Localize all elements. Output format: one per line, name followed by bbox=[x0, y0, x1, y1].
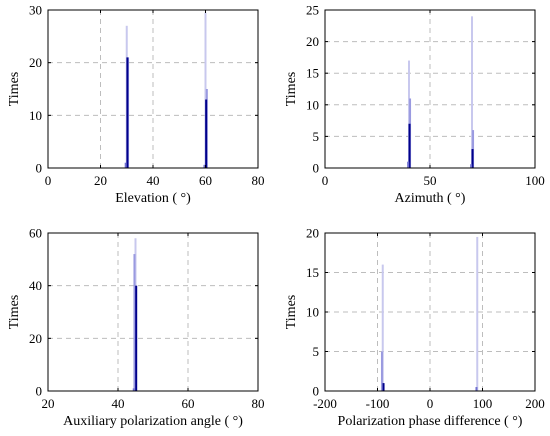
bar-series-1-2 bbox=[204, 12, 207, 169]
y-tick-label: 40 bbox=[29, 278, 42, 293]
plot-area bbox=[325, 10, 535, 168]
bar-series-4-1 bbox=[475, 387, 478, 391]
bar-series-3-1 bbox=[382, 383, 385, 391]
plot-area bbox=[48, 10, 258, 168]
y-tick-label: 30 bbox=[29, 3, 42, 18]
x-tick-label: 80 bbox=[252, 396, 265, 411]
bar-series-3-1 bbox=[408, 123, 411, 168]
x-axis-label: Auxiliary polarization angle ( °) bbox=[63, 414, 243, 429]
bar-series-4-1 bbox=[124, 162, 127, 168]
bar-series-1-2 bbox=[476, 236, 479, 391]
bar-series-1-1 bbox=[381, 264, 384, 391]
y-tick-label: 10 bbox=[306, 305, 319, 320]
y-tick-label: 25 bbox=[306, 3, 319, 18]
bar-series-4-1 bbox=[407, 161, 410, 168]
x-tick-label: -200 bbox=[313, 396, 337, 411]
x-tick-label: 0 bbox=[45, 173, 52, 188]
bar-series-3-2 bbox=[471, 149, 474, 168]
bar-series-4-2 bbox=[470, 164, 473, 168]
x-tick-label: 0 bbox=[322, 173, 329, 188]
chart-panel-4: -200 -100 0 100 200 0 5 10 15 20 Polarization phas… bbox=[284, 226, 545, 430]
bar-series-3-1 bbox=[135, 285, 138, 391]
axes-frame bbox=[47, 232, 259, 392]
y-tick-label: 0 bbox=[36, 161, 43, 176]
y-tick-label: 5 bbox=[313, 129, 320, 144]
y-tick-label: 0 bbox=[313, 384, 320, 399]
bar-series-2-1 bbox=[380, 351, 383, 391]
plot-area bbox=[48, 233, 258, 391]
x-tick-label: 0 bbox=[427, 396, 434, 411]
y-tick-label: 20 bbox=[29, 331, 42, 346]
y-tick-label: 20 bbox=[306, 34, 319, 49]
x-tick-label: -100 bbox=[366, 396, 390, 411]
y-tick-label: 20 bbox=[29, 55, 42, 70]
x-tick-label: 80 bbox=[252, 173, 265, 188]
x-tick-label: 100 bbox=[473, 396, 493, 411]
y-tick-label: 0 bbox=[313, 161, 320, 176]
chart-panel-1: 0 20 40 60 80 0 10 20 30 Elevation ( °) Times bbox=[7, 3, 265, 207]
bar-series-1-2 bbox=[471, 16, 473, 168]
x-tick-label: 100 bbox=[525, 173, 545, 188]
y-tick-label: 60 bbox=[29, 226, 42, 241]
bar-series-3-2 bbox=[205, 99, 208, 168]
y-tick-label: 0 bbox=[36, 384, 43, 399]
x-tick-label: 60 bbox=[182, 396, 195, 411]
bar-series-1-1 bbox=[408, 60, 410, 169]
x-tick-label: 20 bbox=[94, 173, 107, 188]
x-axis-label: Polarization phase difference ( °) bbox=[338, 414, 523, 429]
y-tick-label: 10 bbox=[306, 97, 319, 112]
x-tick-label: 40 bbox=[112, 396, 125, 411]
chart-panel-2: 0 50 100 0 5 10 15 20 25 Azimuth ( °) Times bbox=[284, 3, 545, 207]
y-tick-label: 15 bbox=[306, 66, 319, 81]
x-tick-label: 200 bbox=[525, 396, 545, 411]
y-axis-label: Times bbox=[7, 72, 22, 107]
y-tick-label: 5 bbox=[313, 344, 320, 359]
bar-series-4-1 bbox=[132, 388, 135, 391]
y-axis-label: Times bbox=[284, 295, 299, 330]
y-tick-label: 10 bbox=[29, 108, 42, 123]
y-tick-label: 15 bbox=[306, 265, 319, 280]
bar-series-2-1 bbox=[133, 254, 136, 391]
x-tick-label: 50 bbox=[424, 173, 437, 188]
x-tick-label: 60 bbox=[199, 173, 212, 188]
x-tick-label: 20 bbox=[42, 396, 55, 411]
x-axis-label: Elevation ( °) bbox=[115, 191, 191, 206]
x-axis-label: Azimuth ( °) bbox=[395, 191, 466, 206]
y-tick-label: 20 bbox=[306, 226, 319, 241]
bar-series-3-1 bbox=[126, 57, 129, 168]
bar-series-4-2 bbox=[203, 164, 206, 168]
y-axis-label: Times bbox=[7, 295, 22, 330]
x-tick-label: 40 bbox=[147, 173, 160, 188]
y-axis-label: Times bbox=[284, 72, 299, 107]
